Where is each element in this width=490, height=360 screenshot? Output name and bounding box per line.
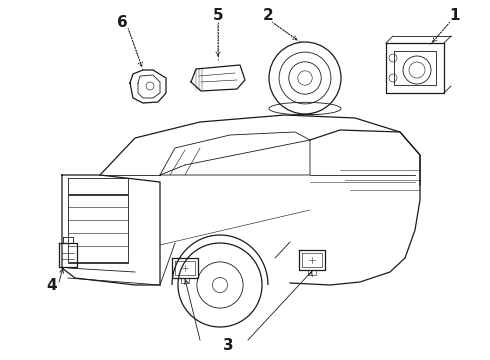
- Text: 6: 6: [117, 14, 127, 30]
- Text: 4: 4: [47, 278, 57, 292]
- Text: 2: 2: [263, 8, 273, 23]
- Text: 5: 5: [213, 8, 223, 23]
- Text: 1: 1: [450, 8, 460, 23]
- Text: 3: 3: [222, 338, 233, 352]
